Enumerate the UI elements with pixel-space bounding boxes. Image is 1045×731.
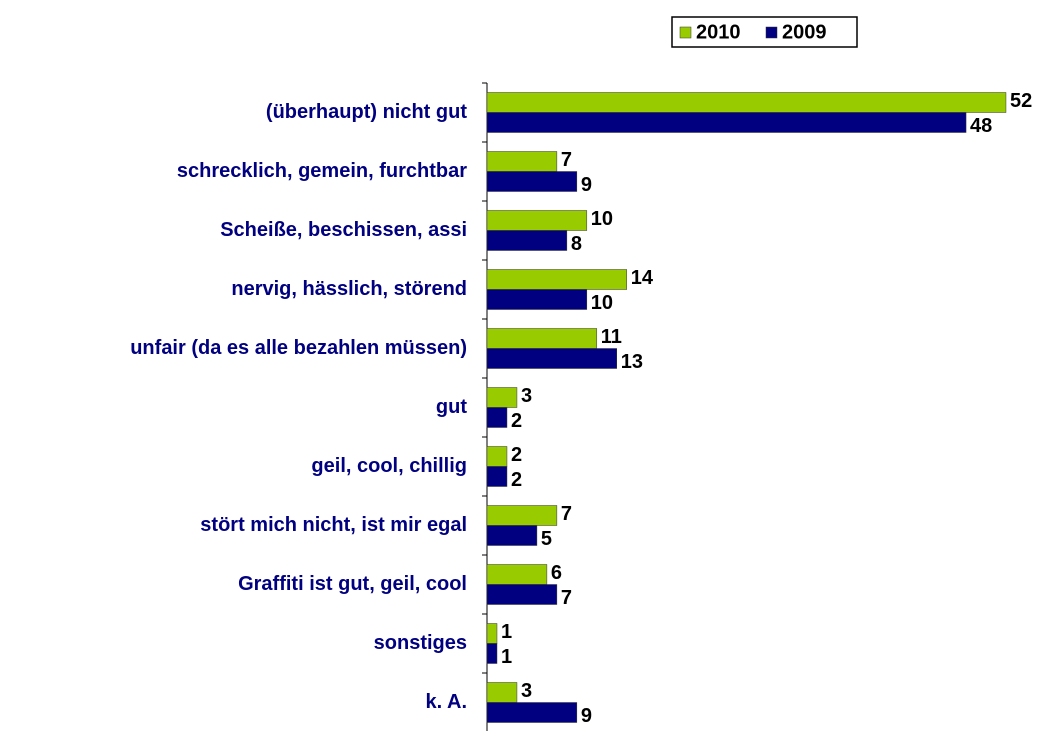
bar <box>486 564 548 585</box>
bar <box>486 446 508 467</box>
value-label: 52 <box>1010 90 1032 112</box>
category-label: nervig, hässlich, störend <box>231 278 467 300</box>
category-label: k. A. <box>426 691 468 713</box>
bar <box>486 289 588 310</box>
category-label: schrecklich, gemein, furchtbar <box>177 160 467 182</box>
bar <box>486 407 508 428</box>
legend-box <box>671 16 858 48</box>
category-label: unfair (da es alle bezahlen müssen) <box>130 337 467 359</box>
bar <box>486 171 578 192</box>
value-label: 8 <box>571 233 582 255</box>
legend-swatch <box>765 26 778 39</box>
bar <box>486 623 498 644</box>
bar <box>486 682 518 703</box>
bar <box>486 348 617 369</box>
bar <box>486 230 568 251</box>
value-label: 9 <box>581 705 592 727</box>
bar <box>486 210 588 231</box>
legend-swatch <box>679 26 692 39</box>
category-label: Scheiße, beschissen, assi <box>220 219 467 241</box>
value-label: 9 <box>581 174 592 196</box>
value-label: 48 <box>970 115 992 137</box>
bar <box>486 525 538 546</box>
value-label: 1 <box>501 621 512 643</box>
category-label: sonstiges <box>374 632 467 654</box>
category-label: stört mich nicht, ist mir egal <box>200 514 467 536</box>
bar <box>486 92 1007 113</box>
category-label: geil, cool, chillig <box>311 455 467 477</box>
category-label: (überhaupt) nicht gut <box>266 101 467 123</box>
value-label: 2 <box>511 444 522 466</box>
value-label: 11 <box>601 326 622 348</box>
value-label: 13 <box>621 351 643 373</box>
category-label: Graffiti ist gut, geil, cool <box>238 573 467 595</box>
value-label: 3 <box>521 385 532 407</box>
legend-label: 2009 <box>782 21 827 43</box>
bar <box>486 112 967 133</box>
value-label: 10 <box>591 208 613 230</box>
value-label: 2 <box>511 469 522 491</box>
bar <box>486 151 558 172</box>
category-label: gut <box>436 396 467 418</box>
bar <box>486 269 627 290</box>
bar <box>486 702 578 723</box>
value-label: 3 <box>521 680 532 702</box>
value-label: 10 <box>591 292 613 314</box>
value-label: 7 <box>561 149 572 171</box>
bar <box>486 466 508 487</box>
value-label: 6 <box>551 562 562 584</box>
value-label: 7 <box>561 587 572 609</box>
value-label: 14 <box>631 267 654 289</box>
bar <box>486 387 518 408</box>
value-label: 5 <box>541 528 552 550</box>
legend-label: 2010 <box>696 21 741 43</box>
value-label: 2 <box>511 410 522 432</box>
value-label: 1 <box>501 646 512 668</box>
bar <box>486 505 558 526</box>
bar <box>486 584 558 605</box>
bar <box>486 328 598 349</box>
value-label: 7 <box>561 503 572 525</box>
bar <box>486 643 498 664</box>
